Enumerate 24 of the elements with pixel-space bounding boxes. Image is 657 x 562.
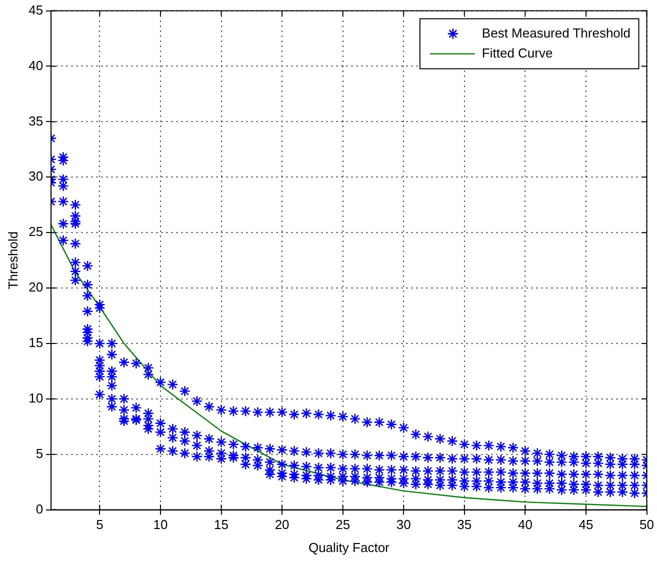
y-tick-label: 35 — [28, 113, 44, 128]
y-tick-label: 25 — [28, 224, 44, 240]
y-tick-label: 0 — [36, 501, 44, 516]
x-tick-label: 10 — [153, 517, 168, 532]
x-tick-label: 20 — [274, 517, 290, 532]
x-tick-label: 50 — [640, 517, 654, 532]
y-tick-label: 40 — [28, 58, 44, 73]
legend-label: Fitted Curve — [482, 45, 553, 60]
legend-label: Best Measured Threshold — [482, 25, 631, 40]
x-tick-label: 25 — [336, 517, 350, 532]
y-tick-label: 30 — [28, 168, 44, 184]
x-tick-label: 30 — [396, 517, 411, 532]
y-tick-label: 5 — [36, 446, 44, 461]
y-tick-label: 45 — [28, 2, 44, 18]
x-tick-label: 40 — [518, 517, 532, 532]
x-tick-label: 15 — [214, 517, 228, 532]
y-tick-label: 20 — [28, 280, 44, 295]
y-tick-label: 10 — [28, 390, 44, 406]
x-tick-label: 45 — [578, 517, 594, 532]
x-axis-title: Quality Factor — [308, 540, 390, 555]
x-tick-label: 35 — [457, 517, 472, 532]
y-tick-label: 15 — [28, 335, 44, 350]
y-axis-title: Threshold — [5, 231, 20, 290]
x-tick-label: 5 — [96, 517, 104, 532]
